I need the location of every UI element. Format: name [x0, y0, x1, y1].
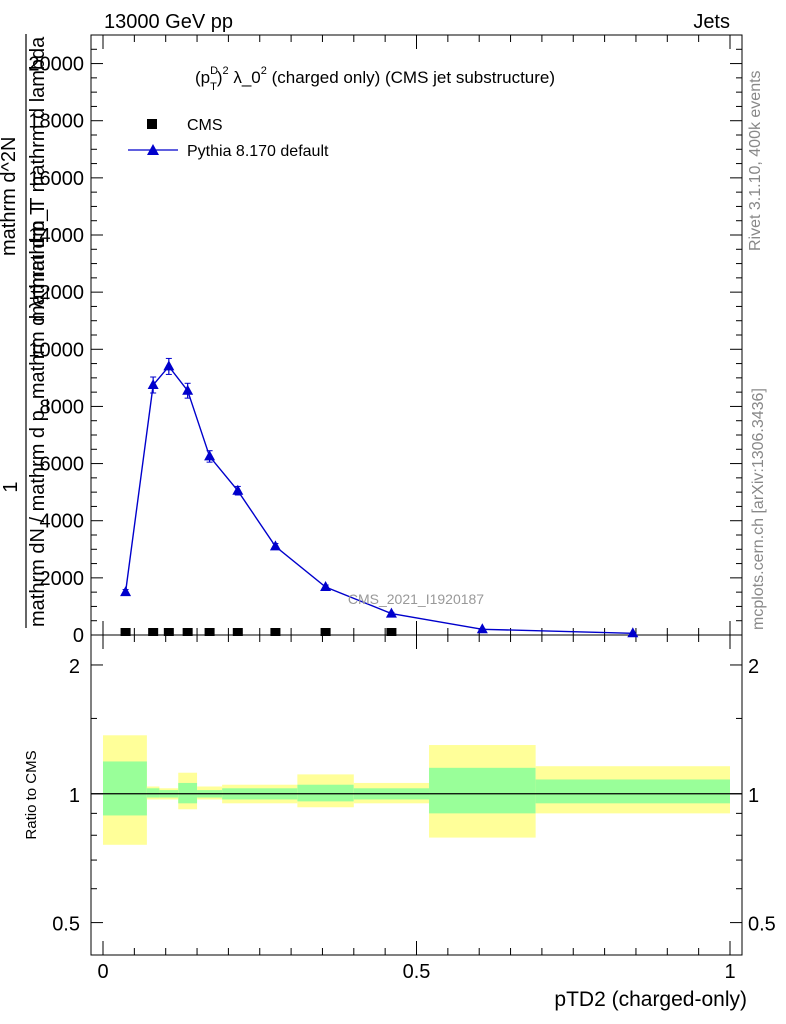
- title-sup-d: D: [210, 65, 218, 77]
- legend-pythia-label: Pythia 8.170 default: [187, 143, 329, 160]
- cms-point: [386, 628, 397, 636]
- main-y-axis: 0 2000 4000 6000 8000 10000 12000 14000 16000 180…: [28, 48, 742, 647]
- ratio-inner-band: [178, 782, 198, 804]
- ratio-y-tick-label-right: 2: [748, 656, 759, 678]
- ratio-inner-band: [297, 784, 354, 802]
- y-tick-label: 4000: [40, 511, 85, 533]
- cms-point: [120, 628, 131, 636]
- y-tick-label: 6000: [40, 454, 85, 476]
- ratio-inner-band: [103, 761, 147, 816]
- pythia-point: [182, 384, 194, 395]
- pythia-point: [120, 586, 132, 597]
- cms-point: [204, 628, 215, 636]
- mcplots-label: mcplots.cern.ch [arXiv:1306.3436]: [750, 388, 767, 630]
- main-y-label: 1 mathrm dN / mathrm d p_mathrm d λ_math…: [0, 34, 49, 628]
- chart-title: (pD T)2 λ_02 (charged only) (CMS jet subs…: [195, 65, 555, 93]
- cms-point: [232, 628, 243, 636]
- ratio-y-tick-label-right: 1: [748, 785, 759, 807]
- y-tick-label: 2000: [40, 568, 85, 590]
- ratio-y-tick-label-right: 0.5: [748, 914, 776, 936]
- legend-cms-marker: [147, 119, 157, 129]
- title-sub-t: T: [210, 81, 217, 93]
- pythia-point: [204, 450, 216, 461]
- cms-point: [182, 628, 193, 636]
- y-tick-label: 14000: [28, 225, 84, 247]
- y-tick-label: 16000: [28, 168, 84, 190]
- pythia-point: [163, 360, 175, 371]
- y-label-right-line2: mathrm d p_T mathrm d lambda: [27, 36, 49, 322]
- x-tick-label: 0: [97, 961, 108, 983]
- header-left: 13000 GeV pp: [104, 11, 233, 33]
- x-axis: 0 0.5 1: [97, 35, 736, 983]
- y-label-numerator: 1: [0, 481, 22, 492]
- title-sup-2b: 2: [261, 65, 267, 77]
- title-rest: (charged only) (CMS jet substructure): [267, 68, 555, 87]
- legend: CMS Pythia 8.170 default: [128, 117, 329, 160]
- y-tick-label: 10000: [28, 339, 84, 361]
- title-lambda: λ_0: [229, 68, 261, 87]
- title-p: (p: [195, 68, 210, 87]
- pythia-point: [627, 627, 639, 638]
- watermark: CMS_2021_I1920187: [348, 591, 484, 607]
- title-close: ): [217, 68, 223, 87]
- legend-cms-label: CMS: [187, 117, 223, 134]
- cms-point: [270, 628, 281, 636]
- ratio-y-label: Ratio to CMS: [23, 750, 40, 839]
- y-label-denominator: mathrm dN / mathrm d p_mathrm d λ_mathrm…: [27, 203, 49, 627]
- pythia-point: [232, 484, 244, 495]
- cms-point: [320, 628, 331, 636]
- pythia-point: [385, 607, 397, 618]
- ratio-inner-band: [146, 788, 160, 798]
- ratio-y-tick-label: 0.5: [52, 914, 80, 936]
- pythia-point: [269, 540, 281, 551]
- y-label-right-line1: mathrm d^2N: [0, 137, 20, 256]
- ratio-inner-band: [535, 779, 730, 804]
- header-right: Jets: [693, 11, 730, 33]
- ratio-y-tick-label: 1: [69, 785, 80, 807]
- title-sup-2a: 2: [222, 65, 228, 77]
- y-tick-label: 8000: [40, 396, 85, 418]
- ratio-y-tick-label: 2: [69, 656, 80, 678]
- pythia-point: [147, 379, 159, 389]
- cms-point: [148, 628, 159, 636]
- y-tick-label: 20000: [28, 54, 84, 76]
- ratio-bands: [91, 735, 742, 845]
- series-layer: [120, 357, 639, 638]
- ratio-y-axis: 0.5 0.5 1 1 2 2: [52, 656, 776, 936]
- x-axis-label: pTD2 (charged-only): [554, 988, 747, 1011]
- cms-point: [163, 628, 174, 636]
- ratio-inner-band: [429, 767, 536, 814]
- y-tick-label: 18000: [28, 111, 84, 133]
- y-tick-label: 0: [73, 625, 84, 647]
- legend-pythia-marker: [147, 144, 159, 155]
- x-tick-label: 0.5: [403, 961, 431, 983]
- pythia-point: [476, 623, 488, 634]
- pythia-point: [320, 581, 332, 591]
- rivet-label: Rivet 3.1.10, 400k events: [747, 70, 764, 251]
- y-tick-label: 12000: [28, 282, 84, 304]
- x-tick-label: 1: [724, 961, 735, 983]
